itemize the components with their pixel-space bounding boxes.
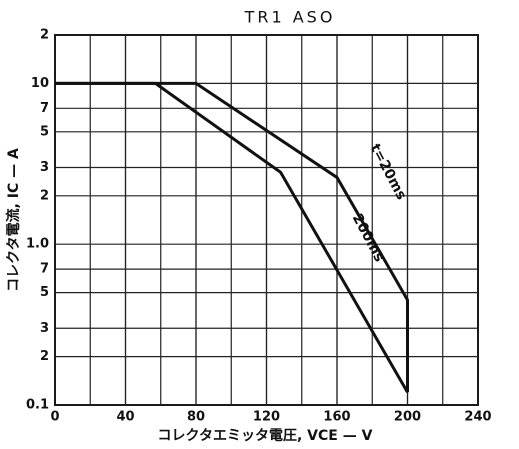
x-tick-label: 80 (187, 410, 205, 425)
y-tick-label: 0.1 (26, 398, 49, 413)
y-tick-label: 3 (40, 321, 49, 336)
y-tick-label: 5 (40, 124, 49, 139)
y-axis-label: コレクタ電流, IC — A (5, 148, 22, 292)
y-tick-label: 7 (40, 262, 49, 277)
series-line (55, 81, 409, 394)
y-tick-label: 3 (40, 160, 49, 175)
chart-title: TR1 ASO (244, 8, 336, 27)
y-tick-label: 7 (40, 101, 49, 116)
y-tick-label: 2 (40, 349, 49, 364)
x-tick-label: 240 (464, 410, 491, 425)
y-tick-label: 10 (31, 76, 49, 91)
y-tick-label: 1.0 (26, 237, 49, 252)
series-label: 200ms (349, 211, 388, 265)
x-tick-label: 40 (116, 410, 134, 425)
x-tick-label: 0 (50, 410, 59, 425)
series-label: t=20ms (367, 141, 410, 202)
y-tick-label: 5 (40, 285, 49, 300)
x-tick-label: 120 (253, 410, 280, 425)
x-tick-label: 200 (394, 410, 421, 425)
y-tick-label: 2 (40, 28, 49, 43)
y-tick-label: 2 (40, 188, 49, 203)
x-tick-label: 160 (323, 410, 350, 425)
x-axis-label: コレクタエミッタ電圧, VCE — V (158, 427, 373, 444)
